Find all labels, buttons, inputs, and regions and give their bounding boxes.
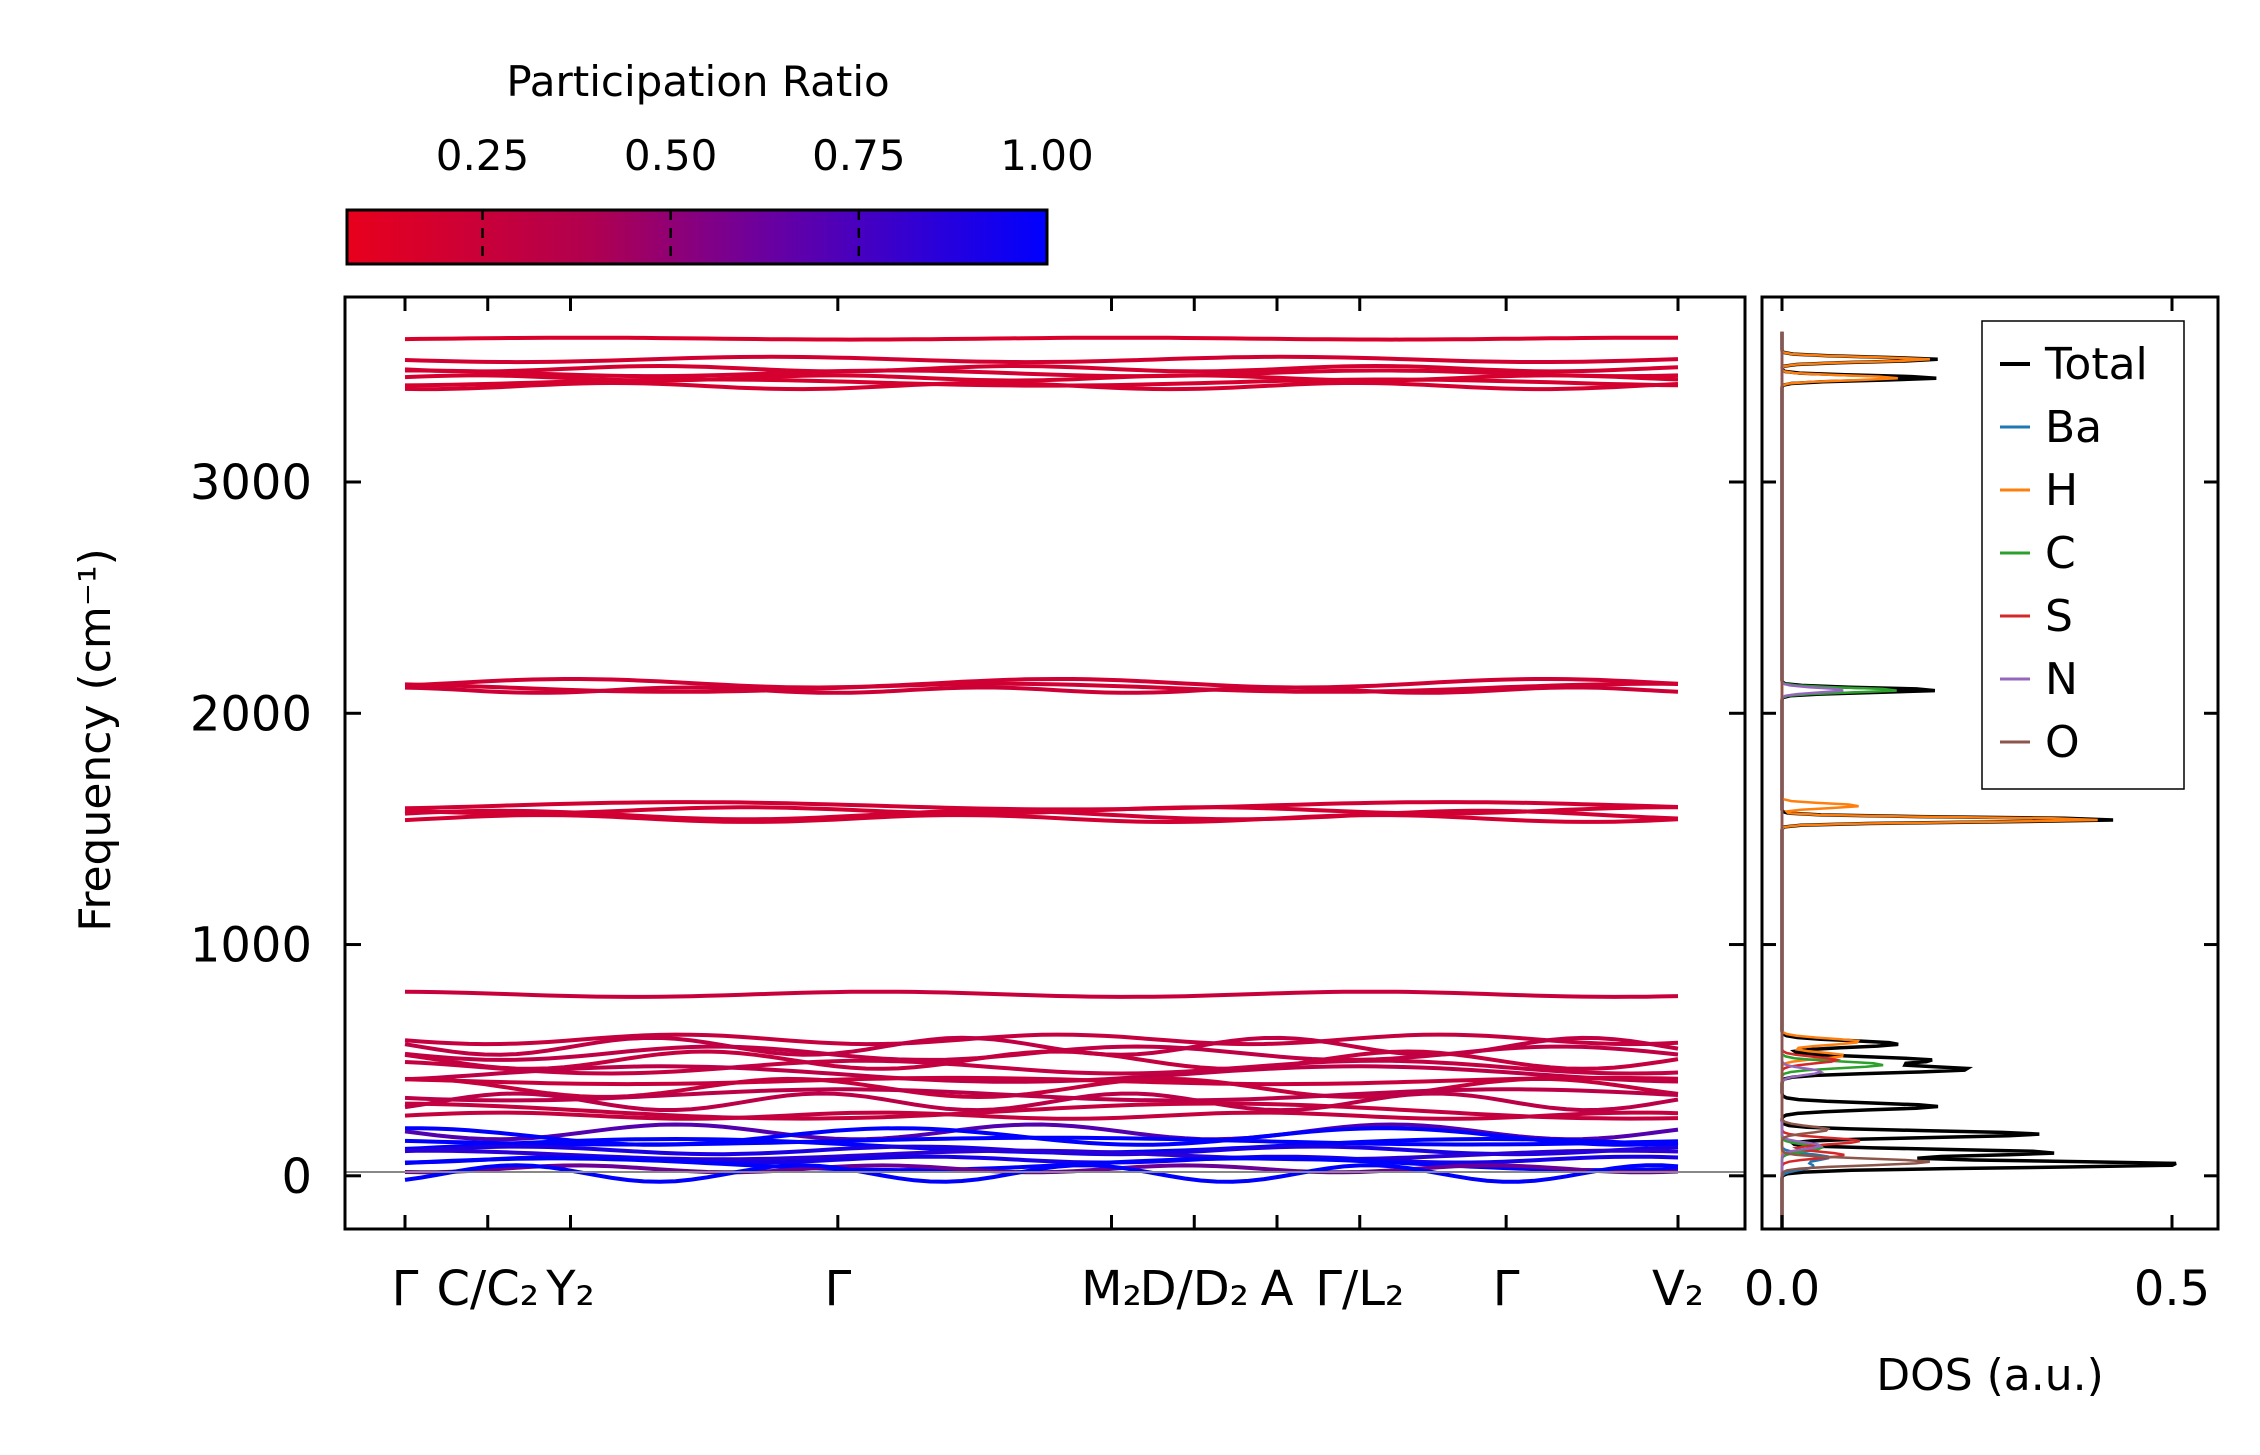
band-line [404,677,1679,690]
band-x-tick-label: Y₂ [545,1261,595,1317]
band-line [404,1091,1679,1113]
band-line [404,808,1679,822]
band-x-tick-label: Γ [824,1261,851,1317]
legend-label: H [2045,465,2078,516]
legend-label: S [2045,591,2073,642]
band-y-tick-label: 1000 [190,918,312,974]
colorbar-tick-label: 0.50 [624,131,718,180]
dos-line-ba [1780,331,1830,1229]
legend-label: Ba [2045,402,2102,453]
band-x-tick-label: Γ/L₂ [1315,1261,1404,1317]
colorbar-tick-label: 0.25 [436,131,530,180]
band-y-tick-label: 0 [281,1149,312,1205]
colorbar-tick-labels: 0.25 0.50 0.75 1.00 [436,131,1094,180]
legend-label: Total [2044,339,2148,390]
dos-line-s [1780,331,1861,1229]
legend-label: O [2045,717,2080,768]
band-lines [404,335,1679,1184]
dos-ticks: 0.0 0.5 [1744,297,2218,1317]
band-x-tick-label: M₂ [1081,1261,1142,1317]
legend-box [1981,320,2185,790]
band-line [404,1135,1679,1147]
band-line [404,800,1679,812]
band-plot-frame [343,295,1747,1231]
band-line [404,363,1679,374]
band-line [404,1122,1679,1142]
band-line [404,354,1679,365]
band-x-tick-label: V₂ [1652,1261,1704,1317]
band-line [404,989,1679,999]
band-y-tick-label: 3000 [190,455,312,511]
band-line [404,813,1679,825]
dos-line-o [1780,331,1930,1229]
band-x-ticks: Γ C/C₂ Y₂ Γ M₂D/D₂ A Γ/L₂ Γ V₂ [392,297,1704,1317]
band-line [404,1087,1679,1103]
dos-x-tick-label: 0.5 [2134,1261,2210,1317]
band-x-tick-label: A [1261,1261,1294,1317]
band-line [404,1075,1679,1087]
dos-x-axis-label: DOS (a.u.) [1876,1350,2104,1401]
dos-plot-frame [1760,295,2220,1231]
band-line [405,368,1679,379]
band-line [404,1049,1679,1071]
band-line [404,1058,1679,1076]
band-line [404,685,1679,695]
dos-x-tick-label: 0.0 [1744,1261,1820,1317]
colorbar [345,208,1049,266]
band-line [404,1163,1679,1184]
band-x-tick-label: Γ [392,1261,419,1317]
band-x-tick-label: Γ [1493,1261,1520,1317]
band-y-tick-label: 2000 [190,686,312,742]
band-x-tick-label: C/C₂ [437,1261,539,1317]
band-line [404,1032,1679,1047]
colorbar-title: Participation Ratio [506,57,889,106]
band-line [404,1110,1679,1121]
band-x-tick-label: D/D₂ [1140,1261,1249,1317]
legend-label: N [2045,654,2078,705]
colorbar-tick-label: 1.00 [1000,131,1094,180]
band-line [404,380,1679,392]
legend-label: C [2045,528,2076,579]
band-line [404,1064,1679,1084]
colorbar-tick-label: 0.75 [812,131,906,180]
colorbar-ticks [481,210,861,264]
dos-line-c [1780,331,1897,1229]
dos-lines [1780,331,2177,1229]
band-line [404,335,1678,342]
band-y-ticks: 0 1000 2000 3000 [190,455,1745,1205]
y-axis-label: Frequency (cm⁻¹) [70,548,121,932]
band-line [404,1101,1679,1121]
dos-line-n [1780,331,1844,1229]
